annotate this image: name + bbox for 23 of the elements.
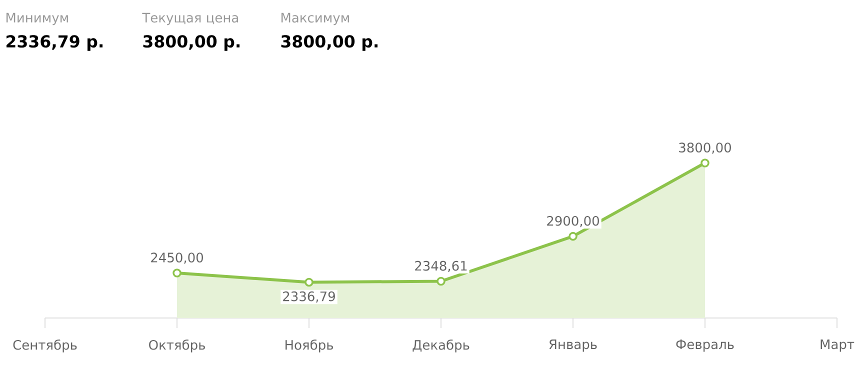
x-tick-label: Сентябрь bbox=[13, 340, 77, 352]
x-tick-label: Октябрь bbox=[149, 340, 205, 352]
x-tick-label: Ноябрь bbox=[286, 340, 333, 352]
point bbox=[568, 232, 578, 241]
x-tick-label: Январь bbox=[549, 340, 597, 352]
text: 2336,79 р. bbox=[6, 35, 103, 51]
point bbox=[436, 276, 446, 286]
point bbox=[700, 158, 710, 168]
text: Минимум bbox=[6, 12, 68, 26]
data-label: 2900,00 bbox=[547, 216, 599, 228]
x-tick-label: Март bbox=[820, 340, 854, 352]
x-tick-label: Декабрь bbox=[412, 340, 470, 352]
text: 3800,00 р. bbox=[281, 35, 378, 51]
text: Максимум bbox=[281, 12, 349, 26]
data-label: 2450,00 bbox=[151, 252, 204, 264]
data-label: 2348,61 bbox=[415, 260, 467, 272]
data-label: 2336,79 bbox=[283, 291, 335, 303]
point bbox=[304, 278, 314, 287]
text: 3800,00 р. bbox=[143, 35, 240, 51]
data-label: 3800,00 bbox=[679, 142, 731, 154]
text: Текущая цена bbox=[142, 12, 238, 26]
point bbox=[172, 268, 182, 278]
x-tick-label: Февраль bbox=[676, 340, 734, 352]
